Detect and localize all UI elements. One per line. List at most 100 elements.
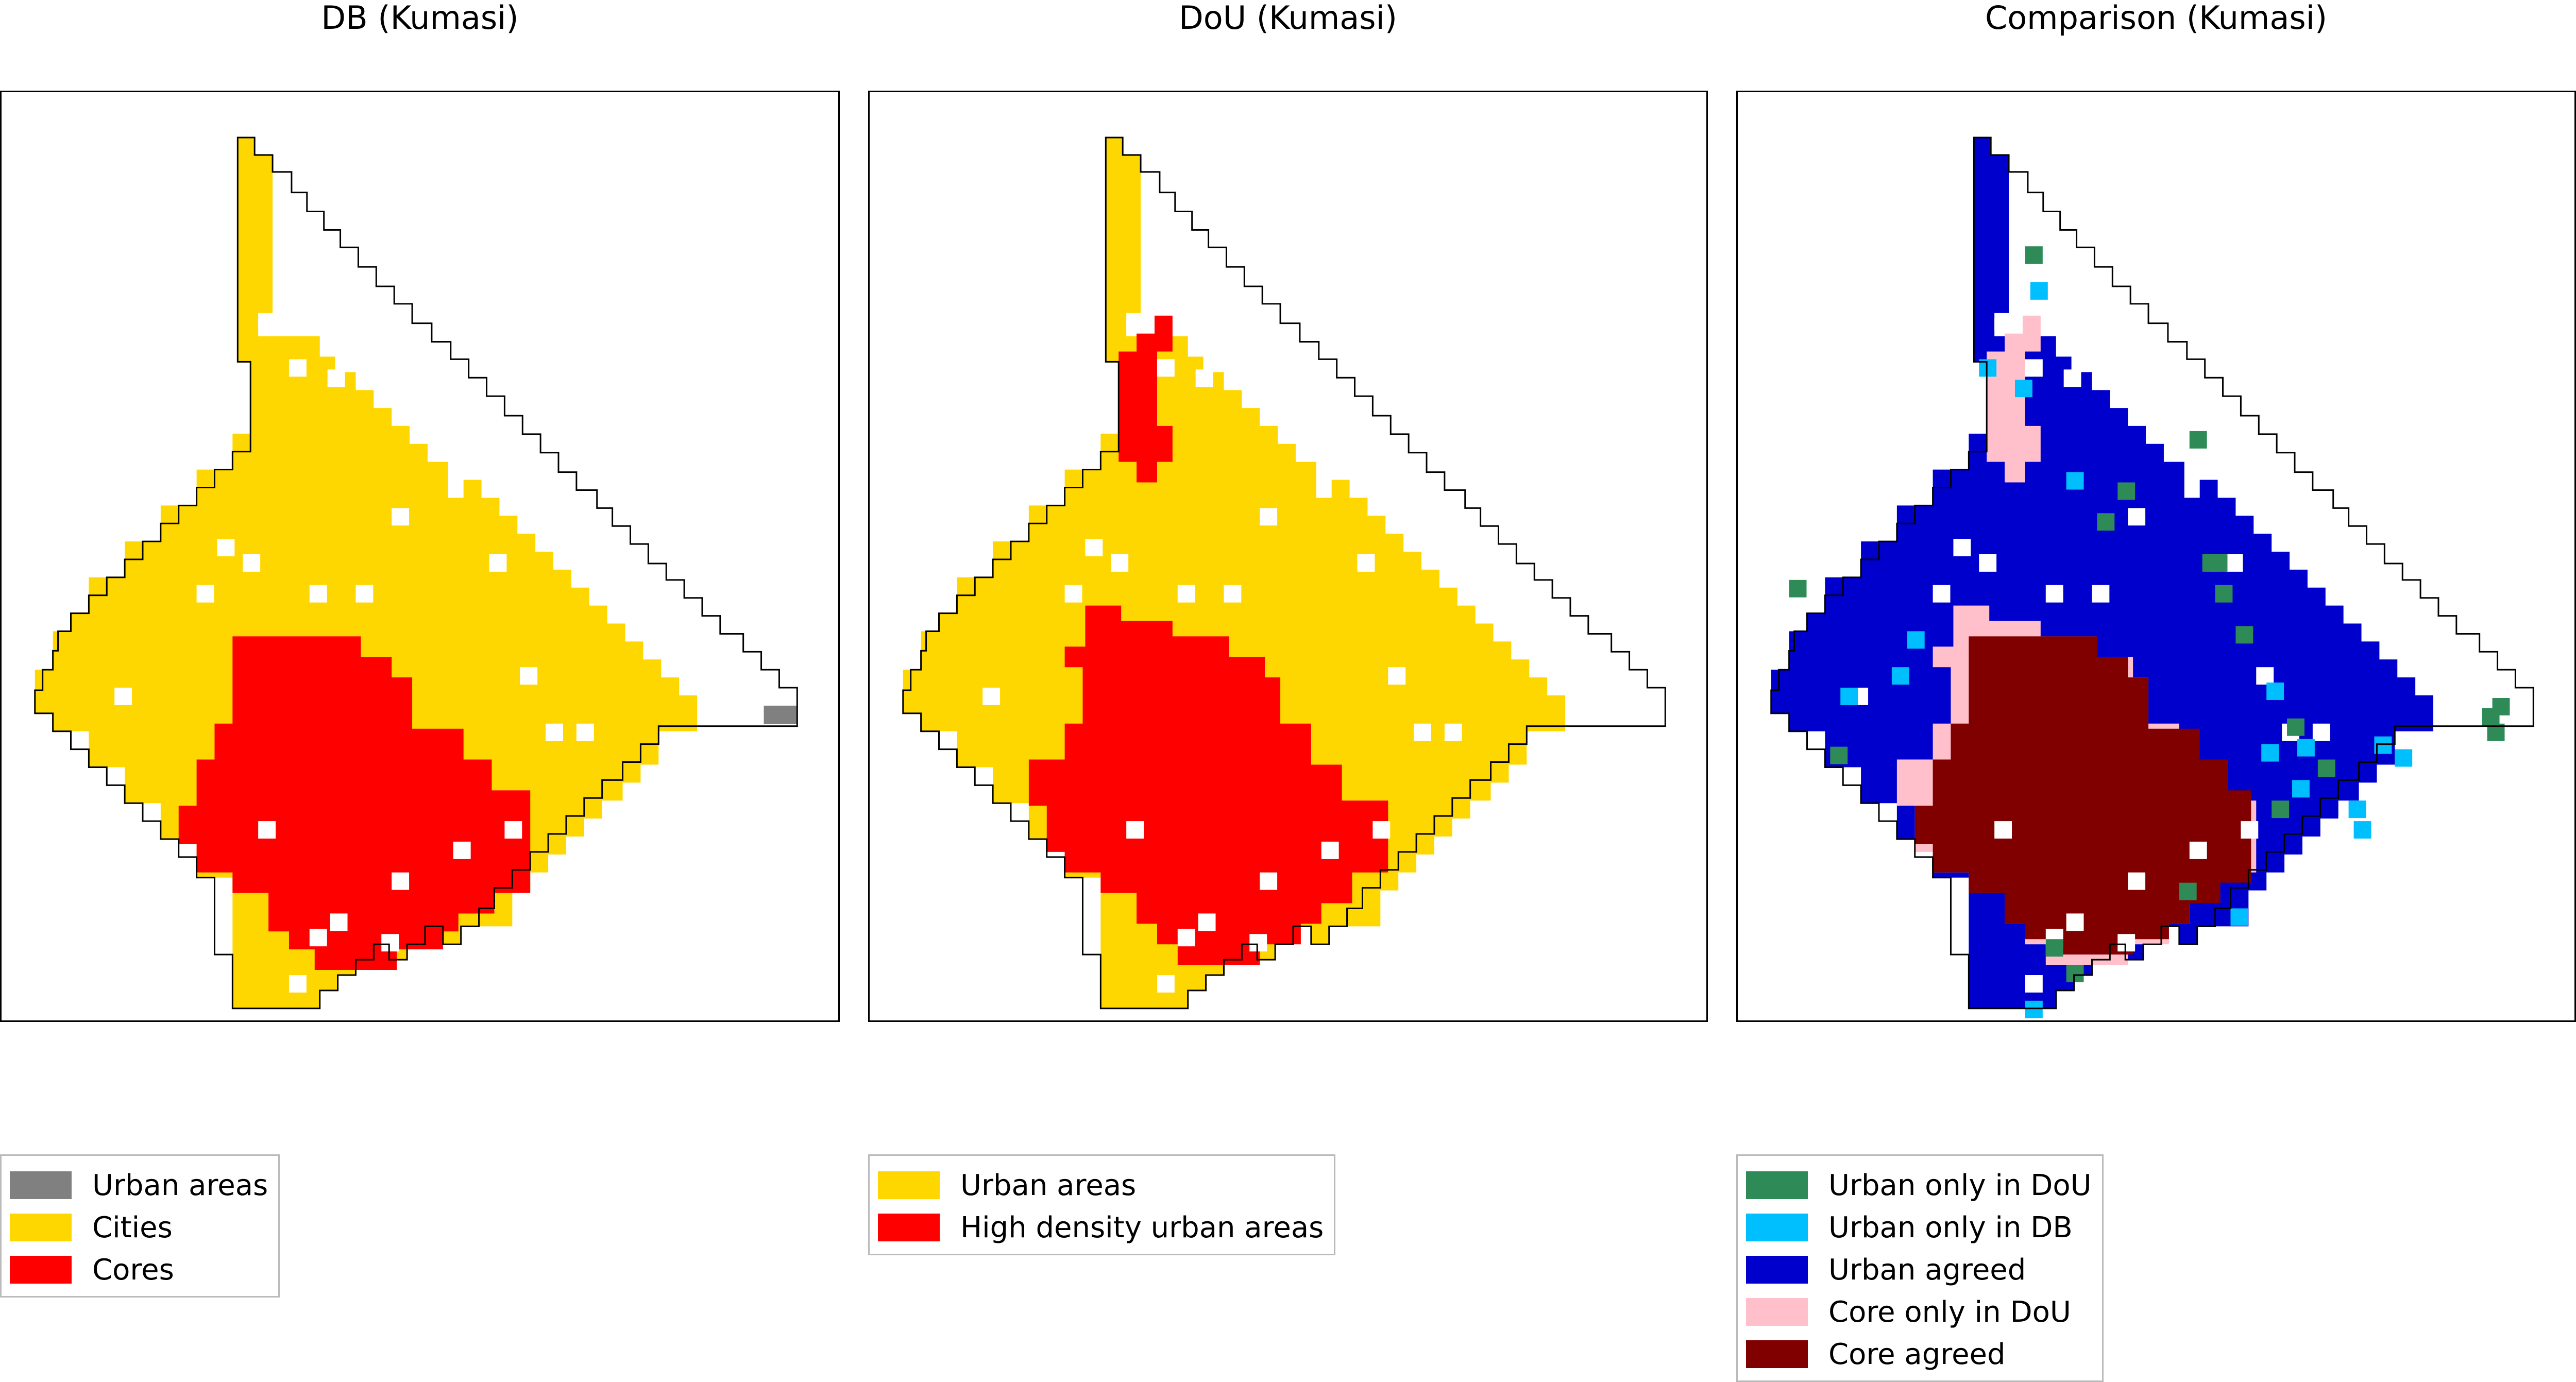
map-hole-cell	[1064, 585, 1082, 603]
map-panel-comparison	[1736, 91, 2576, 1022]
map-hole-cell	[2241, 821, 2259, 839]
urban-only-db-cell	[2261, 744, 2279, 762]
map-hole-cell	[73, 770, 91, 788]
map-hole-cell	[602, 816, 620, 834]
urban-only-dou-cell	[2097, 513, 2115, 531]
map-hole-cell	[330, 913, 348, 931]
urban-only-dou-cell	[2117, 482, 2136, 500]
map-region	[1118, 315, 1173, 483]
urban-only-db-cell	[2015, 380, 2032, 398]
map-hole-cell	[1260, 508, 1278, 526]
kumasi-dou-map	[902, 137, 1666, 1010]
urban-only-dou-cell	[2066, 965, 2084, 982]
urban-only-dou-cell	[1789, 579, 1807, 598]
urban-only-db-cell	[1840, 688, 1858, 705]
map-hole-cell	[576, 723, 594, 741]
map-hole-cell	[1177, 929, 1195, 947]
urban-only-db-cell	[2230, 908, 2248, 926]
legend-item-urban-only-dou: Urban only in DoU	[1746, 1164, 2092, 1206]
legend-swatch	[10, 1214, 72, 1241]
legend-label: Urban only in DB	[1828, 1210, 2073, 1244]
map-hole-cell	[982, 688, 1001, 705]
map-region	[1028, 605, 1388, 965]
map-hole-cell	[1177, 585, 1195, 603]
map-hole-cell	[2225, 554, 2243, 572]
map-region	[178, 636, 531, 970]
map-hole-cell	[1300, 965, 1318, 982]
map-hole-cell	[1372, 821, 1391, 839]
map-hole-cell	[1111, 554, 1129, 572]
urban-only-db-cell	[2353, 821, 2371, 839]
panel-title-comparison: Comparison (Kumasi)	[1985, 0, 2328, 37]
map-hole-cell	[1603, 703, 1621, 721]
map-hole-cell	[1126, 313, 1144, 331]
urban-only-dou-cell	[2045, 939, 2063, 957]
map-hole-cell	[1260, 872, 1278, 890]
legend-swatch	[1746, 1171, 1808, 1199]
map-hole-cell	[1629, 703, 1647, 721]
map-hole-cell	[1388, 667, 1406, 685]
legend-item-urban-agreed: Urban agreed	[1746, 1249, 2092, 1291]
map-hole-cell	[289, 975, 307, 993]
map-hole-cell	[1994, 821, 2012, 839]
map-hole-cell	[1444, 723, 1462, 741]
map-hole-cell	[243, 554, 261, 572]
map-hole-cell	[1357, 554, 1375, 572]
urban-only-dou-cell	[2272, 800, 2290, 818]
map-hole-cell	[941, 770, 959, 788]
legend-comparison: Urban only in DoU Urban only in DB Urban…	[1736, 1154, 2104, 1382]
map-hole-cell	[520, 667, 538, 685]
legend-label: Urban only in DoU	[1828, 1168, 2092, 1202]
boundary-outline	[902, 137, 1666, 1010]
map-hole-cell	[1470, 816, 1488, 834]
legend-swatch	[878, 1171, 940, 1199]
legend-label: Urban areas	[960, 1168, 1137, 1202]
map-hole-cell	[217, 539, 235, 556]
map-hole-cell	[1393, 965, 1411, 982]
urban-only-dou-cell	[2210, 554, 2228, 572]
map-hole-cell	[355, 585, 374, 603]
map-hole-cell	[289, 359, 307, 377]
kumasi-db-map	[34, 137, 798, 1010]
map-hole-cell	[504, 821, 522, 839]
map-hole-cell	[2025, 975, 2043, 993]
map-hole-cell	[432, 965, 450, 982]
map-hole-cell	[453, 841, 471, 859]
map-hole-cell	[1809, 770, 1827, 788]
map-hole-cell	[2194, 451, 2212, 469]
urban-only-dou-cell	[2215, 585, 2233, 603]
map-hole-cell	[1979, 554, 1997, 572]
urban-only-dou-cell	[2317, 759, 2335, 777]
legend-item-high-density: High density urban areas	[878, 1206, 1324, 1249]
map-hole-cell	[392, 872, 410, 890]
legend-label: High density urban areas	[960, 1210, 1324, 1244]
urban-only-db-cell	[2025, 1000, 2043, 1018]
map-hole-cell	[735, 703, 753, 721]
map-hole-cell	[114, 688, 132, 705]
panel-title-dou: DoU (Kumasi)	[1179, 0, 1397, 37]
urban-only-dou-cell	[2025, 246, 2043, 264]
map-hole-cell	[1195, 369, 1213, 387]
legend-swatch	[1746, 1298, 1808, 1326]
map-hole-cell	[1198, 913, 1216, 931]
urban-only-db-cell	[2348, 800, 2366, 818]
urban-only-dou-cell	[2235, 626, 2253, 644]
map-hole-cell	[2025, 359, 2043, 377]
map-hole-cell	[1414, 723, 1431, 741]
urban-only-db-cell	[1891, 667, 1909, 685]
map-hole-cell	[2066, 913, 2084, 931]
legend-label: Core only in DoU	[1828, 1295, 2071, 1329]
urban-only-db-cell	[2292, 780, 2310, 798]
legend-dou: Urban areas High density urban areas	[868, 1154, 1336, 1255]
legend-item-urban-areas: Urban areas	[878, 1164, 1324, 1206]
map-hole-cell	[309, 929, 327, 947]
map-hole-cell	[392, 508, 410, 526]
urban-only-dou-cell	[2189, 431, 2207, 449]
legend-swatch	[10, 1256, 72, 1284]
map-hole-cell	[258, 313, 276, 331]
urban-only-db-cell	[2266, 683, 2284, 700]
map-hole-cell	[2261, 965, 2279, 982]
map-panel-dou	[868, 91, 1708, 1022]
map-hole-cell	[2128, 872, 2146, 890]
legend-swatch	[1746, 1256, 1808, 1284]
